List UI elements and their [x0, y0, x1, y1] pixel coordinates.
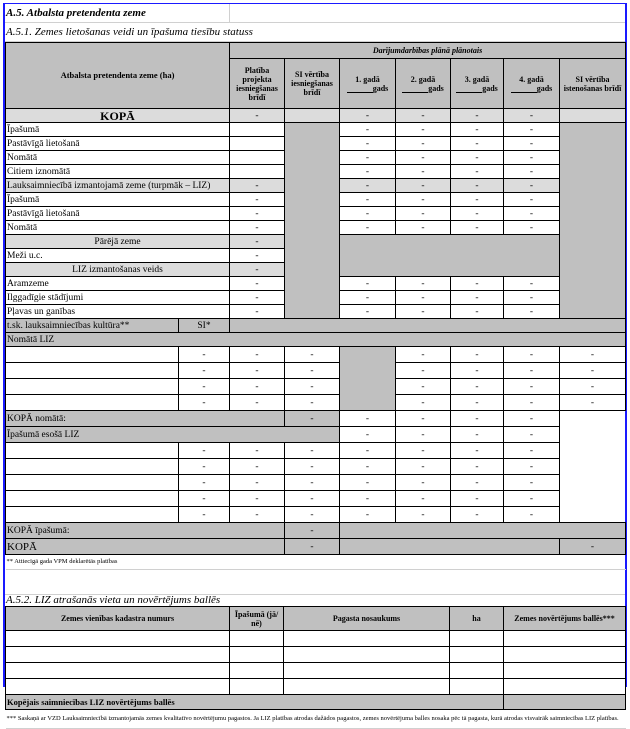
table-row: -------: [5, 506, 626, 523]
table-row: [5, 678, 626, 695]
row-header: Atbalsta pretendenta zeme (ha): [5, 42, 230, 109]
owned-rows: -----------------------------------: [5, 442, 626, 523]
table-row: -------: [5, 394, 627, 411]
table-row: [5, 646, 626, 663]
table-row: -------: [5, 474, 626, 491]
location-table: Zemes vienības kadastra numurs Īpašumā (…: [5, 606, 626, 729]
table-row: Pastāvīgā lietošanā - - - - -: [5, 206, 626, 221]
col-header: Platība projekta iesniegšanas brīdī: [229, 58, 285, 109]
table-row: -------: [5, 346, 627, 411]
footnote: ** Attiecīgā gada VPM deklarētās platība…: [5, 554, 626, 570]
col-header: Pagasta nosaukums: [283, 606, 450, 631]
footnote: *** Saskaņā ar VZD Lauksaimniecībā izman…: [5, 709, 626, 729]
col-header: SI vērtība istenošanas brīdī: [558, 58, 627, 109]
col-header: Īpašumā (jā/ nē): [229, 606, 284, 631]
own-title-row: Īpašumā esošā LIZ - - - -: [5, 426, 626, 443]
col-header: 2. gadā gads: [395, 58, 451, 109]
col-header: Zemes vienības kadastra numurs: [5, 606, 230, 631]
grand-total-row: KOPĀ - -: [5, 538, 627, 555]
score-total-row: Kopējais saimniecības LIZ novērtējums ba…: [5, 694, 626, 710]
section-title: A.5.2. LIZ atrašanās vieta un novērtējum…: [6, 594, 221, 606]
table-row: Īpašumā - - - -: [5, 122, 627, 319]
other-land-row: Pārējā zeme -: [5, 234, 626, 277]
col-header: Zemes novērtējums ballēs***: [503, 606, 626, 631]
table-row: -------: [5, 490, 626, 507]
table-row: -------: [5, 378, 627, 395]
col-header: ha: [449, 606, 504, 631]
rented-title-row: Nomātā LIZ: [4, 332, 627, 347]
land-table: Atbalsta pretendenta zeme (ha) Darījumdar…: [4, 42, 627, 570]
page-title: A.5. Atbalsta pretendenta zeme: [5, 4, 625, 23]
own-total-row: KOPĀ īpašumā: -: [5, 522, 627, 539]
table-row: [5, 662, 626, 679]
section-title: A.5.1. Zemes lietošanas veidi un īpašuma…: [5, 23, 625, 42]
table-row: -------: [5, 362, 627, 379]
table-row: -------: [5, 442, 626, 459]
col-header: 1. gadā gads: [339, 58, 396, 109]
table-row: -------: [5, 458, 626, 475]
total-row: KOPĀ - ----: [5, 108, 627, 123]
rented-rows: ----------------------------: [5, 346, 627, 411]
col-header: 3. gadā gads: [450, 58, 504, 109]
forest-row: Meži u.c. -: [5, 248, 626, 263]
crop-row: t.sk. lauksaimniecības kultūra** SI*: [5, 318, 627, 333]
spacer: [5, 570, 625, 595]
table-row: Citiem iznomātā - - - -: [5, 164, 626, 179]
worksheet: A.5. Atbalsta pretendenta zeme A.5.1. Ze…: [3, 3, 627, 729]
rented-total-row: KOPĀ nomātā: - - - - -: [5, 410, 626, 427]
col-header: SI vērtība iesniegšanas brīdī: [284, 58, 340, 109]
table-row: [5, 630, 626, 647]
col-header: 4. gadā gads: [503, 58, 560, 109]
group-header: Darījumdarbības plānā plānotais: [228, 42, 627, 59]
use-type-row: LIZ izmantošanas veids -: [5, 262, 626, 277]
